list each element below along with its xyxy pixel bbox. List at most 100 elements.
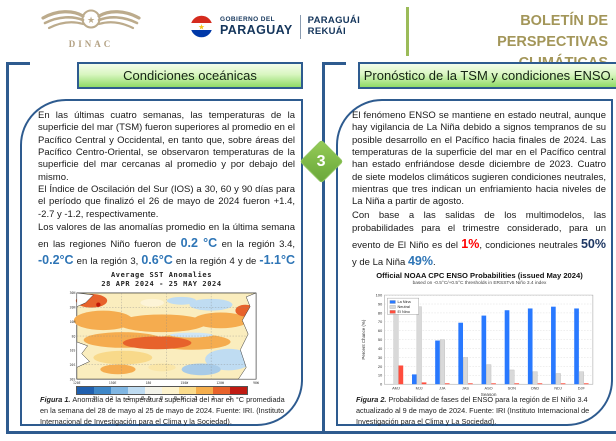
section-header-oceanic-conditions: Condiciones oceánicas [77,62,303,89]
axis-tick-label: 20S [69,363,75,367]
legend-label: La Nina [397,300,411,304]
colorbar-label: -2 [106,396,114,403]
step-number: 3 [317,152,326,170]
paragraph-nino-regions: Los valores de las anomalías promedio en… [38,221,295,268]
bar-la-nina [527,308,533,385]
colorbar-cell [127,387,145,395]
figure2-text: Probabilidad de fases del ENSO para la r… [356,395,590,426]
text-segment: Los valores de las anomalías promedio en… [38,222,295,250]
axis-tick-label: 150E [108,381,116,385]
section-header-tsm-enso-forecast: Pronóstico de la TSM y condiciones ENSO. [358,62,616,89]
sst-anomaly-map-figure: Average SST Anomalies 28 APR 2024 - 25 M… [22,271,301,403]
left-bracket-vertical-line [6,62,9,434]
y-tick-label: 30 [378,355,383,360]
x-tick-label: JJA [439,386,446,390]
right-bracket-horizontal-line [322,62,346,65]
paragraph-sst-summary: En las últimas cuatro semanas, las tempe… [38,110,295,183]
bar-el-nino [491,383,496,385]
svg-text:★: ★ [87,15,95,25]
enso-forecast-text: El fenómeno ENSO se mantiene en estado n… [352,110,606,268]
x-tick-label: NDJ [554,386,562,390]
paragraph-ios-index: El Índice de Oscilación del Sur (IOS) a … [38,184,295,220]
map-title: Average SST Anomalies [110,271,213,279]
colorbar-cell [178,387,196,395]
x-tick-label: ASO [485,386,493,390]
axis-tick-label: 30S [69,378,75,382]
legend-chip [389,310,396,314]
y-tick-label: 20 [378,364,383,369]
bar-el-nino [398,365,404,385]
enso-forecast-box: El fenómeno ENSO se mantiene en estado n… [336,99,613,426]
legend-chip [389,300,396,304]
bar-neutral [416,306,422,385]
oceanic-conditions-box: En las últimas cuatro semanas, las tempe… [20,99,303,426]
bar-neutral [439,339,445,385]
bar-la-nina [435,340,440,385]
bar-la-nina [458,322,464,385]
text-segment: en la región 3.4, [217,238,295,250]
x-tick-label: DJF [578,386,586,390]
figure2-label: Figura 2. [356,395,387,404]
text-segment: -0.2°C [38,253,74,268]
colorbar-cell [93,387,111,395]
text-segment: en la región 3, [73,256,142,268]
svg-text:★: ★ [198,22,205,31]
text-segment: y de La Niña [352,257,408,268]
axis-tick-label: 150W [180,381,188,385]
bar-la-nina [574,308,579,385]
map-landmasses [76,292,256,380]
dinac-wings-icon: ★ [41,9,141,30]
colorbar-label: 1 [194,396,198,403]
figure1-text: Anomalía de la temperatura superficial d… [40,395,285,426]
bar-la-nina [504,310,510,385]
gov-line2-bottom: REKUÁI [307,25,346,37]
text-segment: -1.1°C [259,253,295,268]
y-tick-label: 70 [378,319,383,324]
legend-label: Neutral [397,305,409,309]
x-tick-label: SON [508,386,517,390]
colorbar-label: 3 [228,396,232,403]
text-segment: , condiciones neutrales [479,239,581,251]
map-gridlines [76,293,256,380]
bar-el-nino [514,383,520,385]
y-tick-label: 60 [378,328,383,333]
left-bracket-horizontal-line [6,62,30,65]
paragraph-enso-probabilities: Con base a las salidas de los multimodel… [352,209,606,268]
enso-probability-chart: 0 10 20 30 40 50 60 70 80 90 100 AMJ MJJ JJA JAS ASO SON… [361,293,594,397]
bar-el-nino [444,383,450,385]
colorbar-cell [110,387,128,395]
gov-line1-small: GOBIERNO DEL [220,16,275,23]
bar-neutral [555,373,561,385]
map-colorbar: -3 -2 -1 -0.5 0 0.5 1 2 3 [75,386,248,403]
colorbar-cell [161,387,179,395]
axis-tick-label: 10S [69,349,75,353]
colorbar-labels: -3 -2 -1 -0.5 0 0.5 1 2 3 [76,395,248,403]
colorbar-label: 0 [159,396,164,403]
x-tick-label: MJJ [416,386,423,390]
bar-la-nina [481,315,487,385]
text-segment: 49% [407,254,434,268]
government-logo: ★ GOBIERNO DEL PARAGUAY PARAGUÁI REKUÁI [189,14,360,39]
enso-probability-figure: Official NOAA CPC ENSO Probabilities (is… [358,271,601,402]
bar-la-nina [551,306,556,385]
page-title-line1: BOLETÍN DE PERSPECTIVAS [497,13,608,51]
enso-chart-title: Official NOAA CPC ENSO Probabilities (is… [376,271,583,280]
axis-tick-label: 120E [73,381,81,385]
colorbar-cell [229,387,247,395]
colorbar-cell [76,387,94,395]
bar-neutral [393,313,399,385]
bar-neutral [532,371,538,385]
colorbar-label: 0.5 [173,396,184,403]
axis-tick-label: EQ [71,335,75,339]
legend-label: El Nino [397,310,409,314]
x-axis-label: Season [481,392,497,397]
section-title-right: Pronóstico de la TSM y condiciones ENSO. [363,68,615,83]
bar-el-nino [421,382,427,385]
axis-tick-label: 180 [145,381,151,385]
text-segment: 0.2 °C [180,235,218,250]
dinac-logo: ★ DINAC [33,2,149,56]
bar-la-nina [412,374,417,385]
colorbar-label: -0.5 [137,396,151,403]
